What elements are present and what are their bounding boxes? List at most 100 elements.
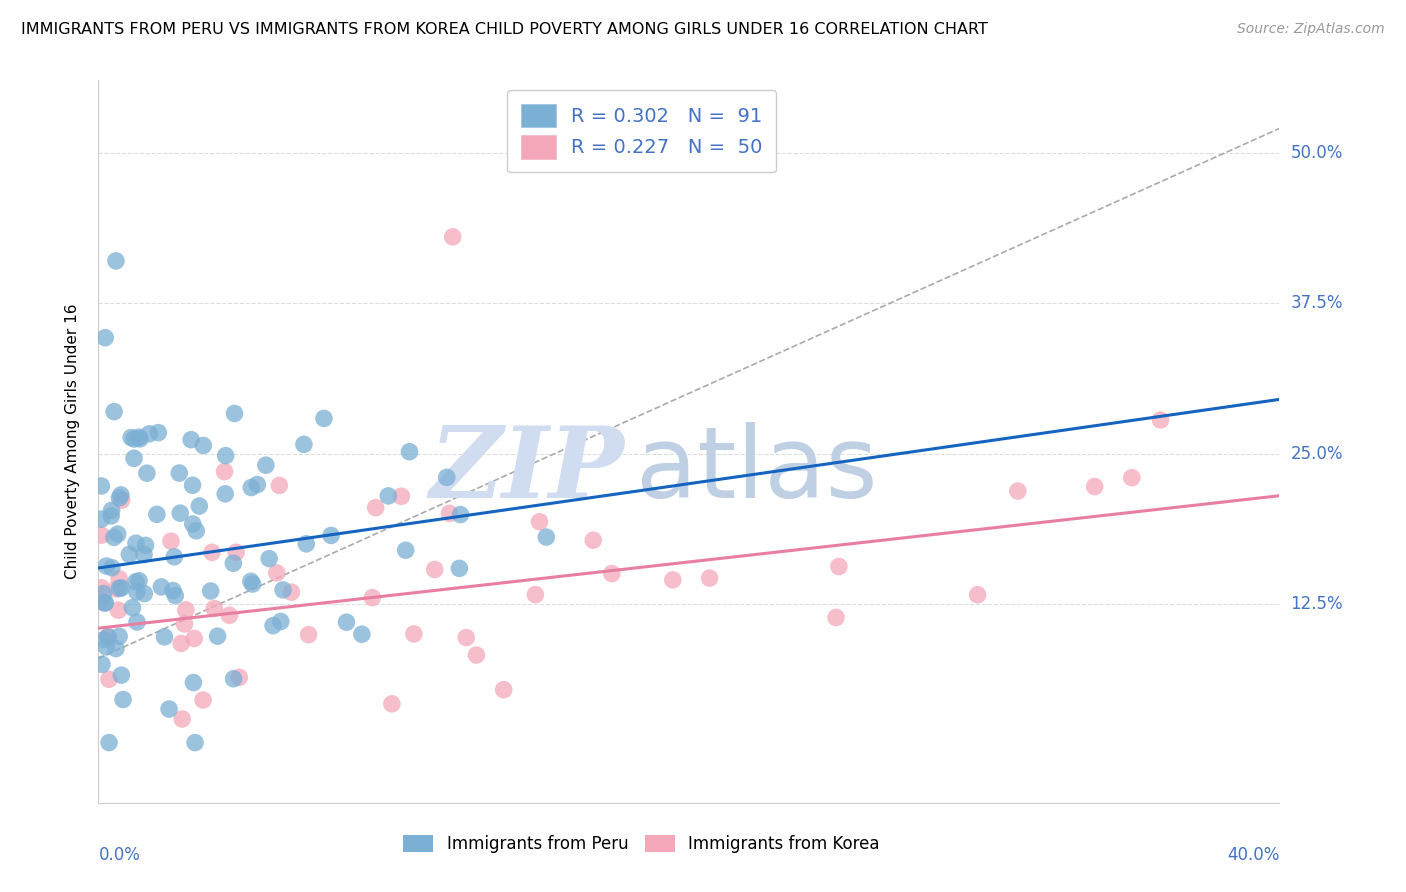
Point: [165, 589, 187, 603]
Point: [122, 432, 145, 446]
Point: [125, 615, 148, 629]
Point: [439, 507, 461, 521]
Point: [699, 571, 721, 585]
Point: [146, 508, 169, 522]
Point: [111, 493, 134, 508]
Point: [90, 512, 112, 526]
Point: [262, 618, 284, 632]
Point: [184, 735, 207, 749]
Point: [529, 515, 551, 529]
Point: [101, 560, 124, 574]
Point: [103, 404, 125, 418]
Point: [128, 430, 150, 444]
Point: [191, 693, 214, 707]
Point: [828, 559, 851, 574]
Point: [825, 610, 848, 624]
Text: ZIP: ZIP: [429, 422, 624, 518]
Point: [240, 481, 263, 495]
Point: [228, 670, 250, 684]
Point: [465, 648, 488, 662]
Point: [201, 545, 224, 559]
Point: [104, 253, 127, 268]
Point: [239, 574, 262, 589]
Point: [225, 545, 247, 559]
Point: [207, 629, 229, 643]
Point: [222, 556, 245, 570]
Point: [153, 630, 176, 644]
Point: [222, 672, 245, 686]
Point: [257, 551, 280, 566]
Point: [125, 584, 148, 599]
Point: [90, 581, 112, 595]
Text: IMMIGRANTS FROM PERU VS IMMIGRANTS FROM KOREA CHILD POVERTY AMONG GIRLS UNDER 16: IMMIGRANTS FROM PERU VS IMMIGRANTS FROM …: [21, 22, 988, 37]
Point: [107, 527, 129, 541]
Point: [98, 735, 121, 749]
Point: [214, 487, 236, 501]
Point: [169, 506, 191, 520]
Text: Source: ZipAtlas.com: Source: ZipAtlas.com: [1237, 22, 1385, 37]
Point: [110, 581, 132, 595]
Text: atlas: atlas: [636, 422, 877, 519]
Point: [183, 632, 205, 646]
Point: [174, 603, 197, 617]
Point: [193, 438, 215, 452]
Point: [254, 458, 277, 473]
Point: [91, 587, 114, 601]
Point: [112, 692, 135, 706]
Point: [157, 702, 180, 716]
Text: 12.5%: 12.5%: [1291, 595, 1343, 613]
Point: [395, 543, 418, 558]
Point: [364, 500, 387, 515]
Point: [377, 489, 399, 503]
Point: [90, 479, 112, 493]
Point: [93, 596, 115, 610]
Point: [91, 632, 114, 647]
Point: [218, 608, 240, 623]
Point: [160, 534, 183, 549]
Point: [966, 588, 988, 602]
Point: [170, 636, 193, 650]
Point: [132, 548, 155, 562]
Point: [361, 591, 384, 605]
Point: [214, 465, 236, 479]
Point: [107, 603, 129, 617]
Text: 25.0%: 25.0%: [1291, 444, 1343, 463]
Point: [398, 444, 420, 458]
Point: [108, 582, 131, 596]
Point: [292, 437, 315, 451]
Point: [135, 466, 157, 480]
Point: [662, 573, 685, 587]
Point: [128, 574, 150, 588]
Point: [169, 466, 191, 480]
Point: [350, 627, 373, 641]
Point: [162, 583, 184, 598]
Point: [188, 499, 211, 513]
Point: [138, 426, 160, 441]
Point: [90, 528, 112, 542]
Point: [1007, 483, 1029, 498]
Point: [441, 230, 464, 244]
Point: [582, 533, 605, 548]
Point: [173, 616, 195, 631]
Point: [134, 587, 156, 601]
Point: [110, 668, 132, 682]
Point: [121, 600, 143, 615]
Point: [172, 712, 194, 726]
Point: [271, 582, 294, 597]
Point: [270, 615, 292, 629]
Point: [214, 449, 236, 463]
Point: [94, 331, 117, 345]
Point: [1121, 471, 1143, 485]
Point: [246, 477, 269, 491]
Point: [492, 682, 515, 697]
Point: [381, 697, 404, 711]
Point: [423, 562, 446, 576]
Point: [120, 431, 142, 445]
Point: [108, 629, 131, 643]
Point: [280, 585, 302, 599]
Point: [297, 628, 319, 642]
Point: [180, 433, 202, 447]
Point: [122, 451, 145, 466]
Point: [242, 577, 264, 591]
Text: 40.0%: 40.0%: [1227, 847, 1279, 864]
